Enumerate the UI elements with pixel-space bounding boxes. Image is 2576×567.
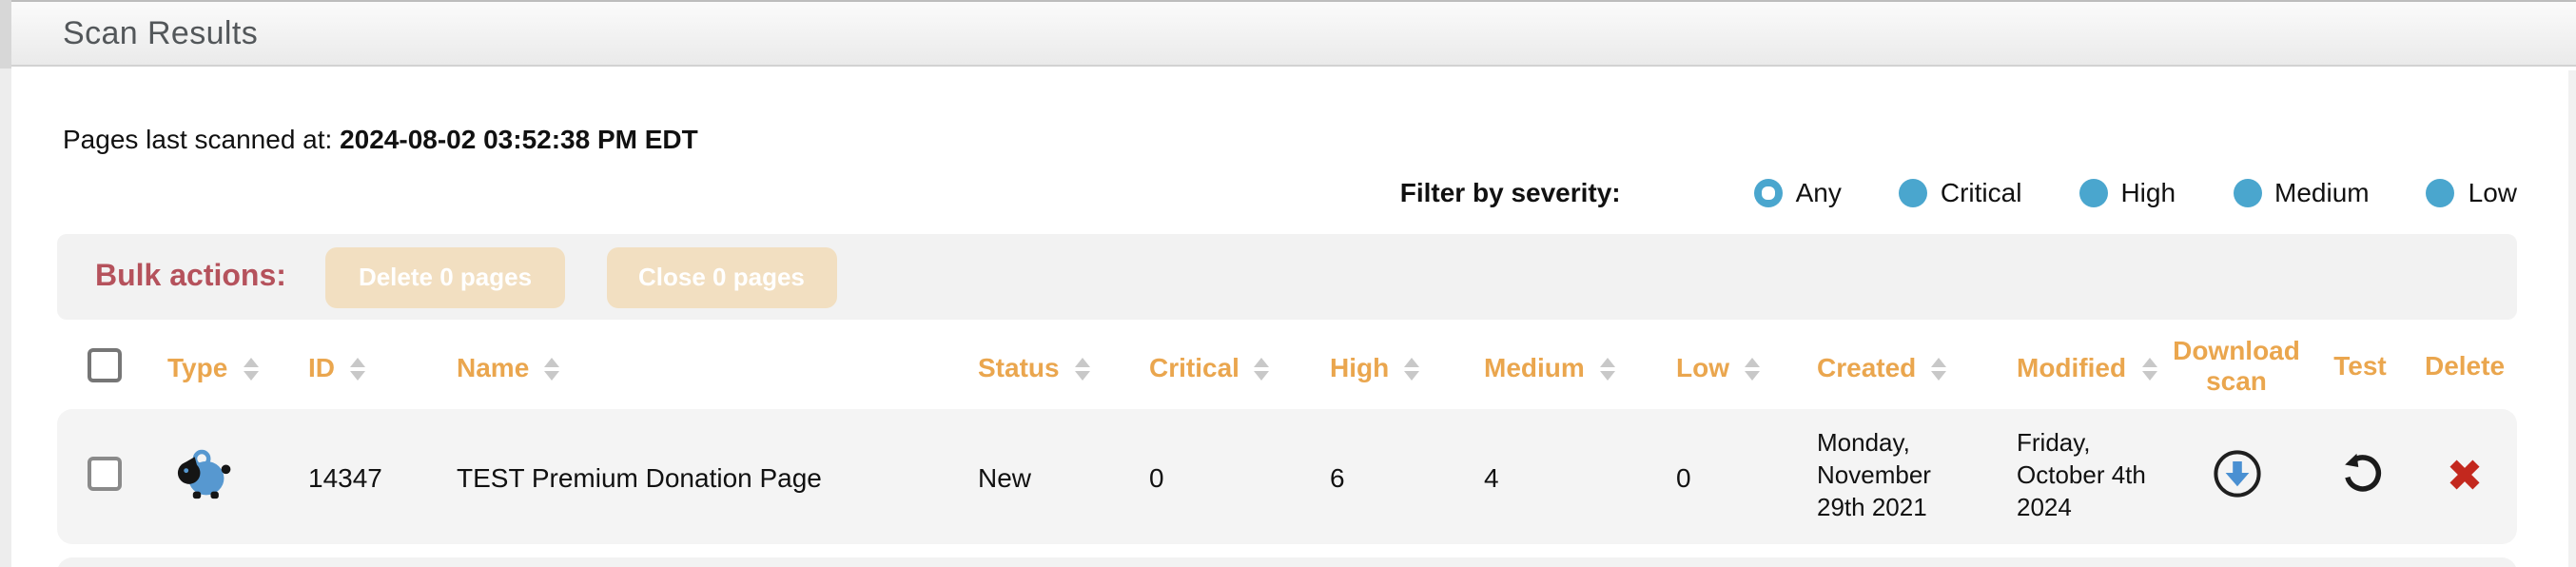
- cell-high: 6: [1298, 409, 1452, 544]
- cell-medium: 4: [1452, 409, 1644, 544]
- column-header-created[interactable]: Created: [1817, 352, 1917, 382]
- cell-modified: Friday, October 4th 2024: [1984, 409, 2165, 544]
- left-edge-strip: [0, 0, 11, 567]
- radio-icon[interactable]: [2078, 178, 2108, 206]
- select-all-checkbox[interactable]: [88, 347, 122, 381]
- table-row: 14347 TEST Premium Donation Page New 0 6…: [57, 409, 2517, 544]
- cell-status: New: [946, 409, 1117, 544]
- page-title: Scan Results: [63, 14, 259, 50]
- sort-arrows-icon[interactable]: [1931, 358, 1947, 381]
- cell-id: 14347: [274, 409, 422, 544]
- column-header-test: Test: [2308, 325, 2412, 409]
- column-header-medium[interactable]: Medium: [1484, 352, 1585, 382]
- test-rerun-icon[interactable]: [2339, 453, 2381, 495]
- radio-icon[interactable]: [2426, 178, 2455, 206]
- column-header-status[interactable]: Status: [978, 352, 1060, 382]
- bulk-actions-bar: Bulk actions: Delete 0 pages Close 0 pag…: [57, 234, 2517, 320]
- severity-option-medium[interactable]: Medium: [2233, 177, 2370, 207]
- last-scanned-label: Pages last scanned at:: [63, 124, 333, 154]
- sort-arrows-icon[interactable]: [1074, 358, 1090, 381]
- column-header-download-scan: Download scan: [2165, 325, 2308, 409]
- sort-arrows-icon[interactable]: [544, 358, 560, 381]
- severity-option-label: High: [2120, 177, 2176, 207]
- panel-header: Scan Results: [11, 0, 2576, 67]
- severity-option-label: Medium: [2274, 177, 2370, 207]
- severity-option-label: Low: [2468, 177, 2517, 207]
- next-table-row-partial: [57, 557, 2517, 567]
- severity-filter-label: Filter by severity:: [1399, 177, 1621, 207]
- panel-content: Pages last scanned at: 2024-08-02 03:52:…: [11, 68, 2576, 567]
- column-header-type[interactable]: Type: [167, 352, 228, 382]
- severity-option-label: Any: [1795, 177, 1842, 207]
- radio-icon[interactable]: [1898, 178, 1927, 206]
- severity-option-label: Critical: [1940, 177, 2022, 207]
- sort-arrows-icon[interactable]: [1404, 358, 1420, 381]
- column-header-modified[interactable]: Modified: [2017, 352, 2127, 382]
- last-scanned-timestamp: 2024-08-02 03:52:38 PM EDT: [340, 124, 698, 154]
- column-header-low[interactable]: Low: [1676, 352, 1729, 382]
- severity-filter: Filter by severity: Any Critical High Me…: [11, 173, 2517, 211]
- piggy-bank-icon: [175, 447, 232, 500]
- row-checkbox[interactable]: [88, 457, 122, 491]
- vertical-scrollbar[interactable]: [2568, 70, 2576, 567]
- delete-pages-button[interactable]: Delete 0 pages: [325, 246, 565, 307]
- scan-results-table: Type ID Name Status Critical High Medium…: [57, 325, 2517, 544]
- severity-option-critical[interactable]: Critical: [1898, 177, 2022, 207]
- radio-icon[interactable]: [1753, 178, 1783, 206]
- download-scan-icon[interactable]: [2212, 449, 2261, 499]
- last-scanned-info: Pages last scanned at: 2024-08-02 03:52:…: [63, 124, 2576, 154]
- column-header-name[interactable]: Name: [457, 352, 530, 382]
- radio-icon[interactable]: [2233, 178, 2262, 206]
- cell-name: TEST Premium Donation Page: [422, 409, 946, 544]
- sort-arrows-icon[interactable]: [350, 358, 365, 381]
- sort-arrows-icon[interactable]: [1599, 358, 1615, 381]
- sort-arrows-icon[interactable]: [1254, 358, 1270, 381]
- close-pages-button[interactable]: Close 0 pages: [606, 246, 837, 307]
- cell-critical: 0: [1117, 409, 1298, 544]
- column-header-high[interactable]: High: [1330, 352, 1390, 382]
- cell-low: 0: [1644, 409, 1785, 544]
- cell-created: Monday, November 29th 2021: [1785, 409, 1984, 544]
- severity-option-high[interactable]: High: [2078, 177, 2176, 207]
- column-header-id[interactable]: ID: [308, 352, 335, 382]
- severity-option-low[interactable]: Low: [2426, 177, 2517, 207]
- sort-arrows-icon[interactable]: [1745, 358, 1760, 381]
- column-header-delete: Delete: [2412, 325, 2517, 409]
- sort-arrows-icon[interactable]: [243, 358, 259, 381]
- severity-option-any[interactable]: Any: [1753, 177, 1842, 207]
- bulk-actions-label: Bulk actions:: [95, 260, 286, 292]
- sort-arrows-icon[interactable]: [2141, 358, 2157, 381]
- delete-row-icon[interactable]: [2445, 454, 2485, 494]
- table-header-row: Type ID Name Status Critical High Medium…: [57, 325, 2517, 409]
- column-header-critical[interactable]: Critical: [1149, 352, 1239, 382]
